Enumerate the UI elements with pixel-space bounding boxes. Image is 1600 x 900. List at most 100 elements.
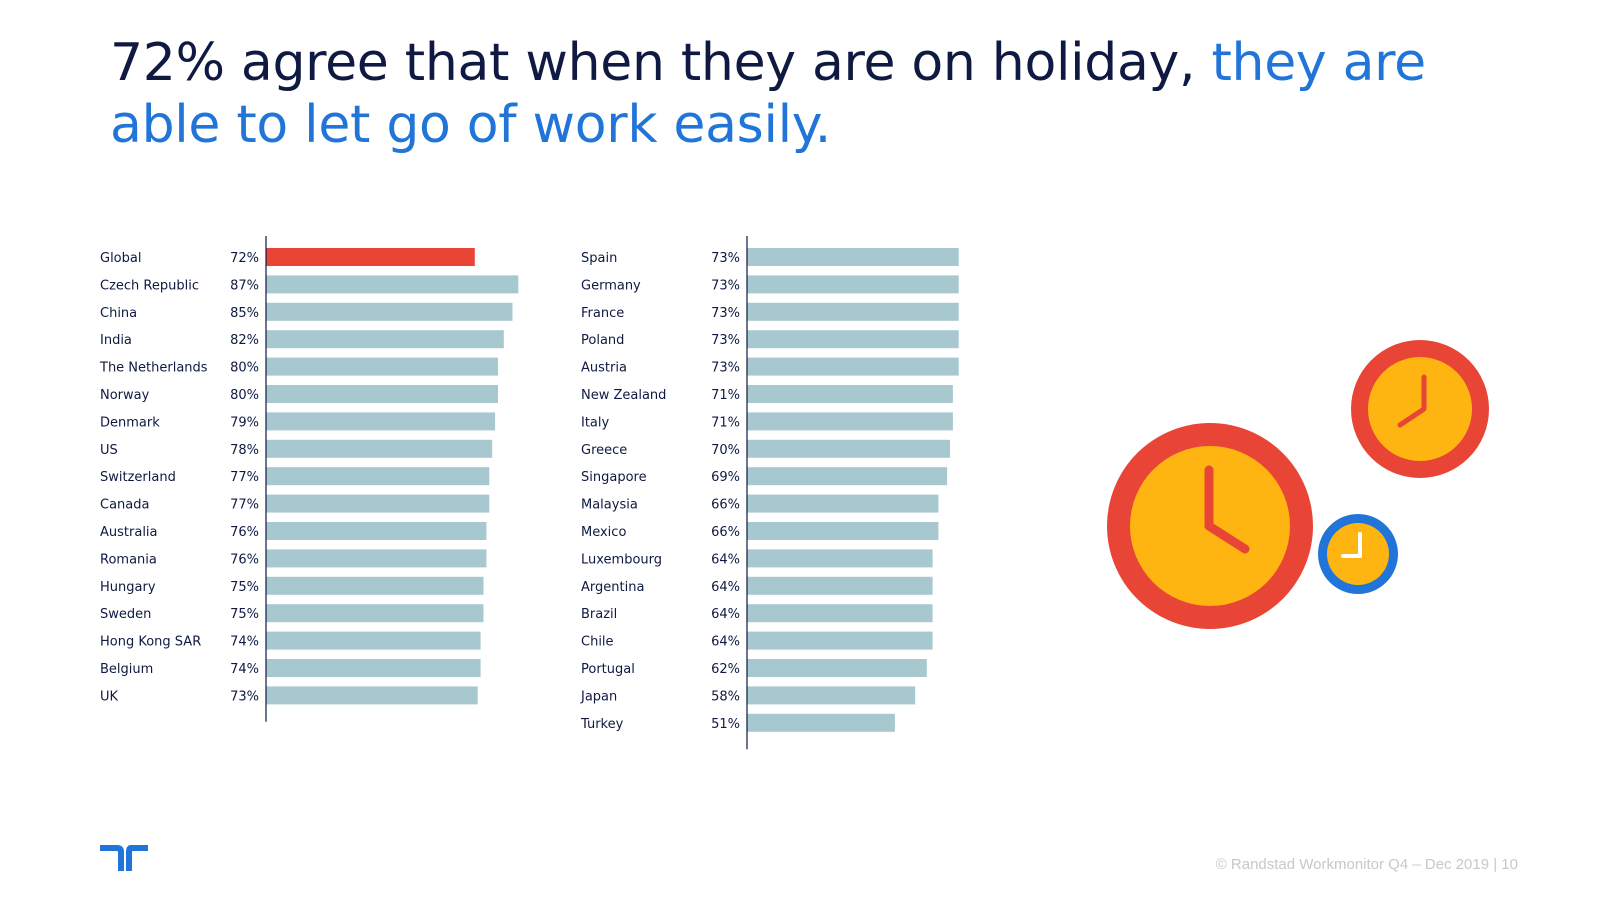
country-bar-chart: Global 72% Czech Republic 87% China 85% India 8…: [99, 236, 959, 750]
bar: [266, 439, 493, 458]
bar: [747, 302, 959, 321]
value-label: 74%: [230, 662, 259, 677]
category-label: Argentina: [581, 580, 644, 595]
bar: [266, 302, 513, 321]
value-label: 75%: [230, 607, 259, 622]
value-label: 73%: [711, 361, 740, 376]
value-label: 82%: [230, 333, 259, 348]
category-label: Turkey: [580, 717, 624, 732]
bar: [747, 549, 933, 568]
category-label: Belgium: [100, 662, 153, 677]
value-label: 77%: [230, 470, 259, 485]
page-title: 72% agree that when they are on holiday,…: [110, 32, 1510, 156]
bar-chart-area: Global 72% Czech Republic 87% China 85% India 8…: [0, 236, 1000, 756]
bar: [266, 659, 481, 677]
value-label: 64%: [711, 580, 740, 595]
value-label: 73%: [230, 689, 259, 704]
value-label: 69%: [711, 470, 740, 485]
category-label: The Netherlands: [99, 361, 208, 376]
value-label: 80%: [230, 388, 259, 403]
category-label: Luxembourg: [581, 552, 662, 567]
bar: [266, 604, 484, 623]
value-label: 66%: [711, 525, 740, 540]
category-label: Austria: [581, 361, 627, 376]
bar: [266, 549, 487, 568]
top-right-clock-icon: [1351, 340, 1489, 478]
category-label: Czech Republic: [100, 278, 199, 293]
category-label: Sweden: [100, 607, 151, 622]
category-label: Poland: [581, 333, 624, 348]
category-label: Denmark: [100, 415, 160, 430]
value-label: 87%: [230, 278, 259, 293]
headline-accent: they are able to let go of work easily.: [110, 33, 1426, 155]
headline-lead: 72% agree that when they are on holiday,: [110, 33, 1196, 93]
value-label: 51%: [711, 717, 740, 732]
bar: [266, 467, 490, 486]
value-label: 62%: [711, 662, 740, 677]
category-label: Chile: [581, 635, 614, 650]
bar-panel-1: Global 72% Czech Republic 87% China 85% India 8…: [99, 236, 519, 722]
bar: [266, 522, 487, 540]
bar: [747, 604, 933, 623]
category-label: Japan: [580, 689, 617, 704]
value-label: 75%: [230, 580, 259, 595]
large-clock-icon: [1107, 423, 1313, 629]
value-label: 58%: [711, 689, 740, 704]
category-label: Hungary: [100, 580, 156, 595]
category-label: Global: [100, 251, 141, 266]
category-label: US: [100, 443, 118, 458]
category-label: Norway: [100, 388, 150, 403]
category-label: New Zealand: [581, 388, 666, 403]
bar: [747, 522, 939, 540]
value-label: 64%: [711, 635, 740, 650]
bar: [266, 576, 484, 595]
bar-panel-2: Spain 73% Germany 73% France 73% Poland 73% Aust…: [580, 236, 959, 750]
value-label: 70%: [711, 443, 740, 458]
value-label: 79%: [230, 415, 259, 430]
bar: [747, 385, 953, 403]
bar: [266, 248, 475, 266]
category-label: Romania: [100, 552, 157, 567]
value-label: 73%: [711, 278, 740, 293]
category-label: UK: [100, 689, 119, 704]
bar: [747, 330, 959, 349]
bar: [747, 659, 927, 677]
value-label: 64%: [711, 552, 740, 567]
bar: [266, 412, 496, 431]
bar: [266, 357, 498, 376]
value-label: 76%: [230, 525, 259, 540]
category-label: Brazil: [581, 607, 617, 622]
bar: [266, 275, 519, 294]
category-label: Canada: [100, 498, 149, 513]
bar: [747, 412, 953, 431]
category-label: China: [100, 306, 137, 321]
value-label: 71%: [711, 388, 740, 403]
category-label: Greece: [581, 443, 627, 458]
value-label: 74%: [230, 635, 259, 650]
category-label: Hong Kong SAR: [100, 635, 201, 650]
value-label: 80%: [230, 361, 259, 376]
value-label: 73%: [711, 251, 740, 266]
value-label: 77%: [230, 498, 259, 513]
value-label: 72%: [230, 251, 259, 266]
footer-source: © Randstad Workmonitor Q4 – Dec 2019 | 1…: [1215, 856, 1518, 873]
bar: [747, 467, 948, 486]
category-label: Italy: [581, 415, 610, 430]
value-label: 71%: [711, 415, 740, 430]
bar: [266, 631, 481, 650]
clocks-illustration: [1095, 340, 1505, 660]
category-label: Mexico: [581, 525, 626, 540]
bar: [266, 494, 490, 513]
bar: [747, 713, 895, 732]
bar: [747, 439, 950, 458]
bar: [266, 385, 498, 403]
bar: [747, 494, 939, 513]
value-label: 85%: [230, 306, 259, 321]
bar: [747, 576, 933, 595]
value-label: 78%: [230, 443, 259, 458]
bar: [747, 275, 959, 294]
category-label: India: [100, 333, 132, 348]
value-label: 76%: [230, 552, 259, 567]
small-clock-icon: [1318, 514, 1398, 594]
value-label: 73%: [711, 333, 740, 348]
